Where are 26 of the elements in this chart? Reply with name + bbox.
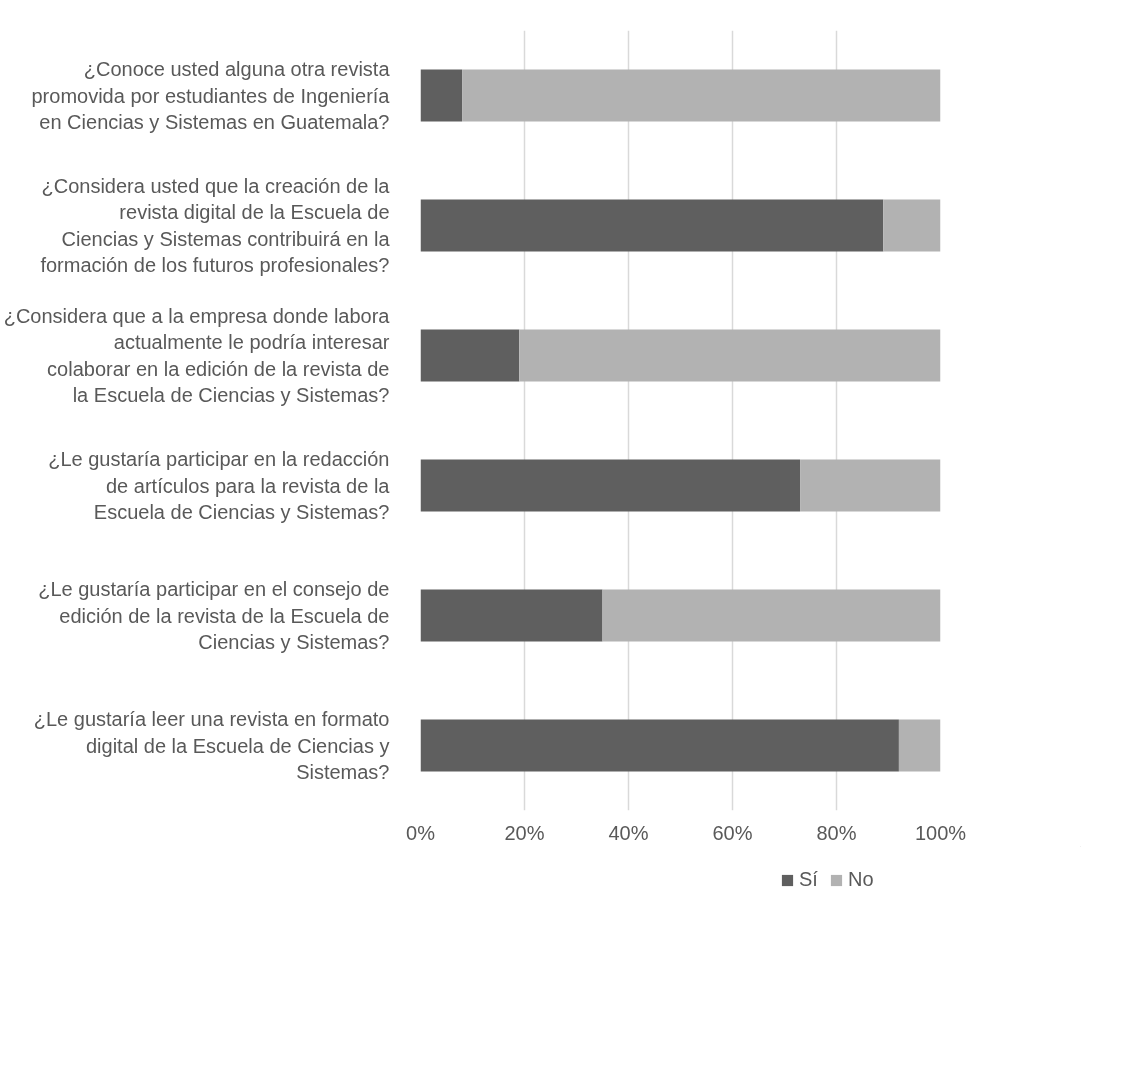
y-tick-label: ¿Considera que a la empresa donde labora actualmente le podría interesar colaborar en la edición de la revista de la Escuela de Ciencias y Sistemas? <box>3 304 391 407</box>
x-tick-label: 40% <box>608 821 649 844</box>
bar <box>602 589 941 642</box>
x-tick-label: 0% <box>406 821 436 844</box>
legend-label: No <box>848 868 874 891</box>
bar <box>898 719 941 772</box>
x-tick-label: 60% <box>712 821 753 844</box>
bar <box>462 69 941 122</box>
x-tick-label: 20% <box>504 821 545 844</box>
y-tick-label: ¿Considera usted que la creación de la revista digital de la Escuela de Ciencias y Sistemas contribuirá en la formación de los futuros profesionales? <box>40 174 391 277</box>
legend-label: Sí <box>799 868 819 891</box>
bar <box>800 459 941 512</box>
bar <box>420 589 603 642</box>
x-tick-label: 80% <box>816 821 857 844</box>
bar <box>420 329 520 382</box>
y-tick-label: ¿Le gustaría leer una revista en formato digital de la Escuela de Ciencias y Sistemas? <box>33 708 390 783</box>
bar <box>420 199 884 252</box>
y-tick-label: ¿Le gustaría participar en el consejo de edición de la revista de la Escuela de Ciencias y Sistemas? <box>38 578 390 653</box>
y-tick-label: ¿Le gustaría participar en la redacción de artículos para la revista de la Escuela de Ciencias y Sistemas? <box>48 448 391 523</box>
y-tick-label: ¿Conoce usted alguna otra revista promovida por estudiantes de Ingeniería en Ciencias y Sistemas en Guatemala? <box>31 58 391 133</box>
bar <box>883 199 941 252</box>
bar <box>420 69 463 122</box>
bar <box>519 329 941 382</box>
bar <box>420 459 801 512</box>
bar <box>420 719 899 772</box>
x-tick-label: 100% <box>914 821 967 844</box>
